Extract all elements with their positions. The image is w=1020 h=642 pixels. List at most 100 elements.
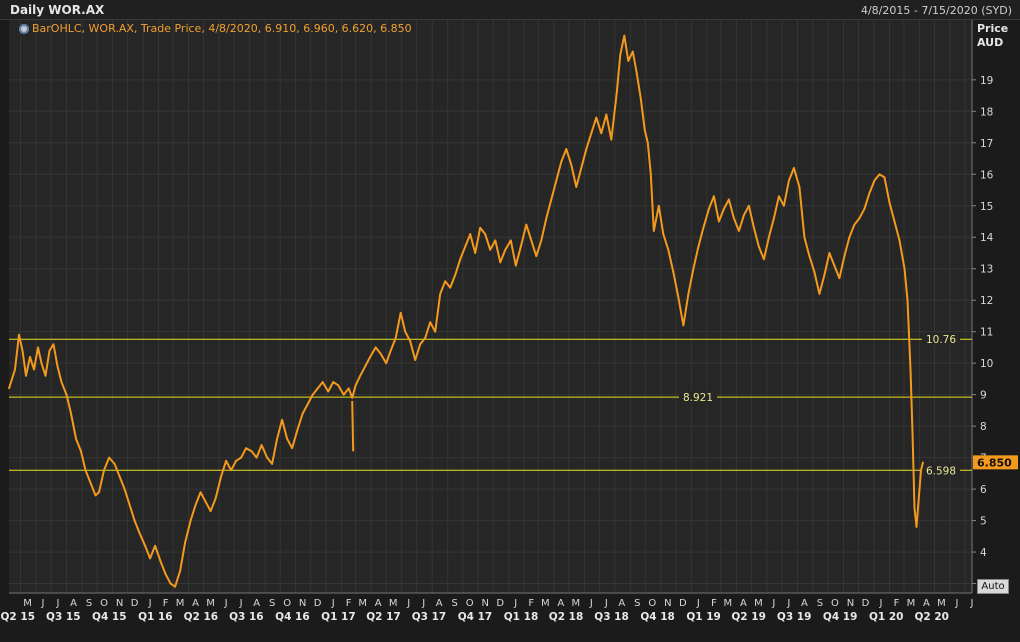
- price-point: [858, 217, 861, 220]
- x-month-tick: J: [513, 598, 517, 609]
- price-point: [414, 359, 417, 361]
- price-point: [853, 223, 856, 226]
- x-month-tick: N: [664, 598, 671, 609]
- x-month-tick: M: [389, 598, 398, 609]
- price-point: [757, 245, 760, 248]
- price-point: [514, 264, 517, 267]
- x-month-tick: S: [269, 598, 275, 609]
- plot-area[interactable]: [9, 20, 972, 593]
- x-month-tick: N: [116, 598, 123, 609]
- price-point: [474, 252, 477, 254]
- price-point: [103, 469, 105, 472]
- price-point: [639, 97, 642, 100]
- x-quarter-tick: Q3 19: [777, 611, 812, 623]
- x-month-tick: S: [817, 598, 823, 609]
- price-point: [159, 560, 162, 563]
- price-point: [404, 330, 407, 333]
- price-point: [14, 368, 16, 371]
- price-point: [652, 230, 655, 232]
- price-point: [707, 208, 710, 210]
- price-point: [909, 368, 912, 371]
- price-point: [519, 245, 522, 248]
- price-point: [429, 321, 432, 324]
- price-point: [570, 163, 573, 166]
- auto-scale-button[interactable]: Auto: [977, 579, 1009, 594]
- x-month-tick: A: [923, 598, 930, 609]
- price-point: [915, 525, 918, 528]
- series-settings-icon[interactable]: [19, 23, 29, 34]
- y-tick-label: 14: [980, 232, 994, 244]
- price-point: [580, 167, 583, 169]
- price-point: [286, 437, 289, 440]
- x-month-tick: D: [496, 598, 504, 609]
- legend-text: BarOHLC, WOR.AX, Trade Price, 4/8/2020, …: [32, 22, 412, 35]
- price-point: [798, 185, 801, 188]
- price-point: [89, 481, 92, 484]
- x-month-tick: M: [176, 598, 185, 609]
- price-point: [605, 113, 608, 116]
- y-tick-label: 10: [980, 358, 993, 370]
- price-point: [649, 173, 652, 176]
- price-point: [535, 255, 538, 258]
- price-point: [747, 204, 750, 207]
- x-month-tick: J: [970, 598, 974, 609]
- price-point: [123, 488, 126, 491]
- x-month-tick: J: [878, 598, 882, 609]
- x-quarter-tick: Q1 18: [504, 611, 539, 623]
- price-point: [225, 459, 228, 462]
- price-point: [209, 510, 212, 513]
- price-point: [459, 258, 462, 261]
- price-point: [327, 390, 330, 393]
- price-point: [803, 236, 806, 239]
- price-point: [25, 374, 27, 377]
- price-point: [712, 195, 715, 198]
- x-month-tick: A: [253, 598, 260, 609]
- price-point: [359, 374, 362, 377]
- x-month-tick: M: [23, 598, 32, 609]
- price-point: [922, 461, 924, 464]
- series-legend[interactable]: BarOHLC, WOR.AX, Trade Price, 4/8/2020, …: [19, 22, 412, 35]
- x-month-tick: F: [163, 598, 169, 609]
- price-point: [600, 132, 603, 135]
- price-point: [316, 387, 319, 390]
- x-month-tick: M: [358, 598, 367, 609]
- price-point: [133, 519, 136, 522]
- price-point: [144, 544, 146, 547]
- x-quarter-tick: Q4 15: [92, 611, 127, 623]
- price-point: [619, 53, 622, 56]
- price-point: [530, 239, 533, 242]
- price-point: [697, 245, 700, 248]
- x-month-tick: M: [541, 598, 550, 609]
- price-point: [509, 239, 512, 242]
- price-point: [424, 337, 427, 339]
- price-point: [301, 412, 304, 415]
- reference-label: 8.921: [683, 392, 713, 404]
- price-point: [772, 217, 775, 220]
- x-quarter-tick: Q1 16: [138, 611, 173, 623]
- price-point: [732, 217, 735, 220]
- x-quarter-tick: Q1 17: [321, 611, 356, 623]
- x-month-tick: O: [831, 598, 839, 609]
- price-point: [84, 469, 87, 472]
- price-point: [399, 311, 402, 314]
- price-point: [808, 255, 811, 258]
- x-month-tick: M: [907, 598, 916, 609]
- x-month-tick: A: [801, 598, 808, 609]
- y-tick-label: 16: [980, 169, 994, 181]
- price-point: [354, 384, 357, 387]
- price-point: [98, 491, 100, 494]
- price-point: [439, 293, 442, 295]
- price-point: [479, 226, 482, 229]
- price-point: [828, 252, 831, 254]
- price-point: [394, 337, 397, 339]
- price-series-line: [8, 34, 924, 588]
- reference-label: 10.76: [926, 334, 956, 346]
- price-point: [888, 201, 891, 204]
- price-point: [65, 393, 68, 396]
- reference-label-bg: [922, 463, 960, 477]
- price-point: [667, 248, 670, 251]
- price-point: [214, 497, 217, 500]
- x-quarter-tick: Q2 20: [914, 611, 949, 623]
- price-point: [52, 343, 55, 346]
